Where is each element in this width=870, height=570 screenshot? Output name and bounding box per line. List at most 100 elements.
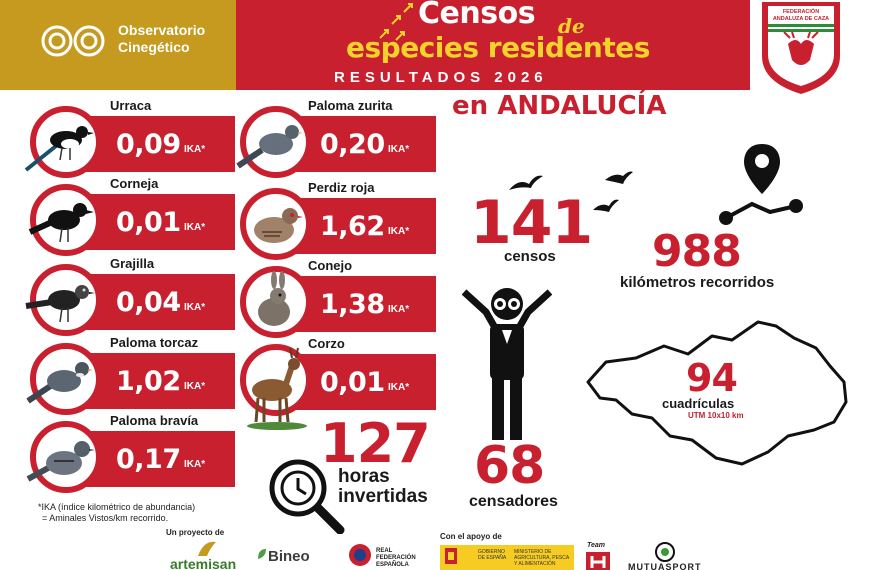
censadores-value: 68	[474, 436, 545, 496]
species-photo-circle	[240, 188, 312, 260]
censos-label: censos	[504, 248, 556, 265]
rock-dove-icon	[26, 441, 95, 482]
species-ika-unit: IKA*	[388, 144, 410, 155]
crow-icon	[28, 203, 94, 243]
header-gold-panel	[0, 0, 236, 90]
sponsor-team: Team	[587, 542, 606, 549]
sponsor-mutuasport: MUTUASPORT	[628, 562, 702, 570]
federation-name: FEDERACIÓN ANDALUZA DE CAZA	[772, 9, 830, 22]
species-photo-circle	[25, 264, 102, 336]
rfec-emblem-icon	[349, 544, 371, 566]
team-h-logo-icon	[586, 552, 610, 570]
species-ika-unit: IKA*	[184, 144, 206, 155]
species-name: Corneja	[110, 176, 159, 191]
species-card: Conejo 1,38 IKA*	[240, 258, 436, 342]
stock-dove-icon	[236, 125, 303, 169]
species-ika-value: 0,01	[320, 367, 385, 398]
footnote-line-1: *IKA (índice kilométrico de abundancia)	[38, 502, 196, 512]
horas-label-2: invertidas	[338, 486, 428, 507]
ika-footnote: *IKA (índice kilométrico de abundancia) …	[38, 502, 195, 524]
species-card: Urraca 0,09 IKA*	[24, 98, 235, 182]
species-photo-circle	[240, 344, 312, 430]
species-ika-unit: IKA*	[388, 382, 410, 393]
censadores-label: censadores	[469, 493, 558, 510]
support-label: Con el apoyo de	[440, 532, 502, 541]
species-photo-circle	[28, 184, 102, 256]
km-value: 988	[652, 226, 742, 277]
species-value-bar	[80, 431, 235, 487]
species-photo-circle	[26, 421, 102, 493]
sponsor-bineo: Bineo	[268, 548, 310, 565]
region-title: en ANDALUCÍA	[452, 91, 667, 121]
species-card: Corneja 0,01 IKA*	[28, 176, 235, 260]
species-name: Urraca	[110, 98, 152, 113]
species-photo-circle	[240, 266, 312, 338]
species-value-bar	[290, 354, 436, 410]
species-name: Paloma torcaz	[110, 335, 199, 350]
species-ika-value: 0,09	[116, 129, 181, 160]
km-label: kilómetros recorridos	[620, 274, 775, 291]
wood-pigeon-icon	[26, 362, 93, 404]
magpie-icon	[24, 126, 94, 172]
species-ika-unit: IKA*	[184, 222, 206, 233]
mutuasport-logo-icon	[655, 542, 675, 562]
clock-magnifier-icon	[269, 459, 345, 534]
species-name: Grajilla	[110, 256, 155, 271]
species-value-bar	[80, 274, 235, 330]
spain-coat-icon	[445, 548, 457, 564]
species-card: Perdiz roja 1,62 IKA*	[240, 180, 436, 264]
species-name: Paloma zurita	[308, 98, 393, 113]
cuadriculas-label: cuadrículas	[662, 396, 735, 411]
species-card: Paloma zurita 0,20 IKA*	[236, 98, 436, 182]
flying-birds-icon	[509, 171, 633, 212]
species-ika-value: 1,02	[116, 366, 181, 397]
species-ika-unit: IKA*	[184, 381, 206, 392]
species-card: Paloma bravía 0,17 IKA*	[26, 413, 235, 497]
species-ika-value: 1,38	[320, 289, 385, 320]
sponsor-artemisan: artemisan	[170, 556, 237, 570]
federation-shield-icon	[762, 2, 840, 94]
species-name: Conejo	[308, 258, 353, 273]
horas-value: 127	[320, 412, 431, 475]
ministry-banner	[440, 545, 574, 570]
species-card: Corzo 0,01 IKA*	[240, 336, 436, 430]
title-censos: Censos	[418, 0, 536, 31]
partridge-icon	[254, 208, 303, 243]
arrows-decoration-icon	[379, 3, 413, 41]
species-name: Corzo	[308, 336, 345, 351]
map-pin-route-icon	[719, 144, 803, 225]
andalucia-map-icon	[586, 320, 848, 466]
species-ika-unit: IKA*	[388, 304, 410, 315]
species-ika-value: 0,17	[116, 444, 181, 475]
species-ika-value: 0,01	[116, 207, 181, 238]
roe-deer-icon	[247, 347, 307, 430]
species-photo-circle	[24, 106, 102, 178]
artemisan-logo-icon	[198, 541, 216, 556]
species-ika-value: 1,62	[320, 211, 385, 242]
species-card: Grajilla 0,04 IKA*	[25, 256, 235, 340]
jackdaw-icon	[25, 285, 95, 323]
species-ika-value: 0,04	[116, 287, 181, 318]
footnote-line-2: = Aminales Vistos/km recorrido.	[42, 513, 169, 523]
species-photo-circle	[236, 106, 312, 178]
species-ika-unit: IKA*	[388, 226, 410, 237]
species-ika-unit: IKA*	[184, 302, 206, 313]
species-ika-value: 0,20	[320, 129, 385, 160]
species-value-bar	[80, 194, 235, 250]
species-name: Perdiz roja	[308, 180, 375, 195]
species-photo-circle	[26, 343, 102, 415]
observer-person-icon	[462, 288, 552, 440]
species-value-bar	[290, 276, 436, 332]
cuadriculas-sub: UTM 10x10 km	[688, 411, 744, 420]
horas-label-1: horas	[338, 466, 390, 487]
sponsor-ministerio: MINISTERIO DE AGRICULTURA, PESCA Y ALIME…	[514, 549, 569, 567]
header-red-panel	[236, 0, 750, 90]
species-value-bar	[290, 116, 436, 172]
censos-value: 141	[470, 188, 593, 258]
species-value-bar	[80, 353, 235, 409]
species-value-bar	[290, 198, 436, 254]
species-value-bar	[80, 116, 235, 172]
rabbit-icon	[258, 271, 290, 326]
species-name: Paloma bravía	[110, 413, 199, 428]
cuadriculas-value: 94	[686, 356, 738, 400]
